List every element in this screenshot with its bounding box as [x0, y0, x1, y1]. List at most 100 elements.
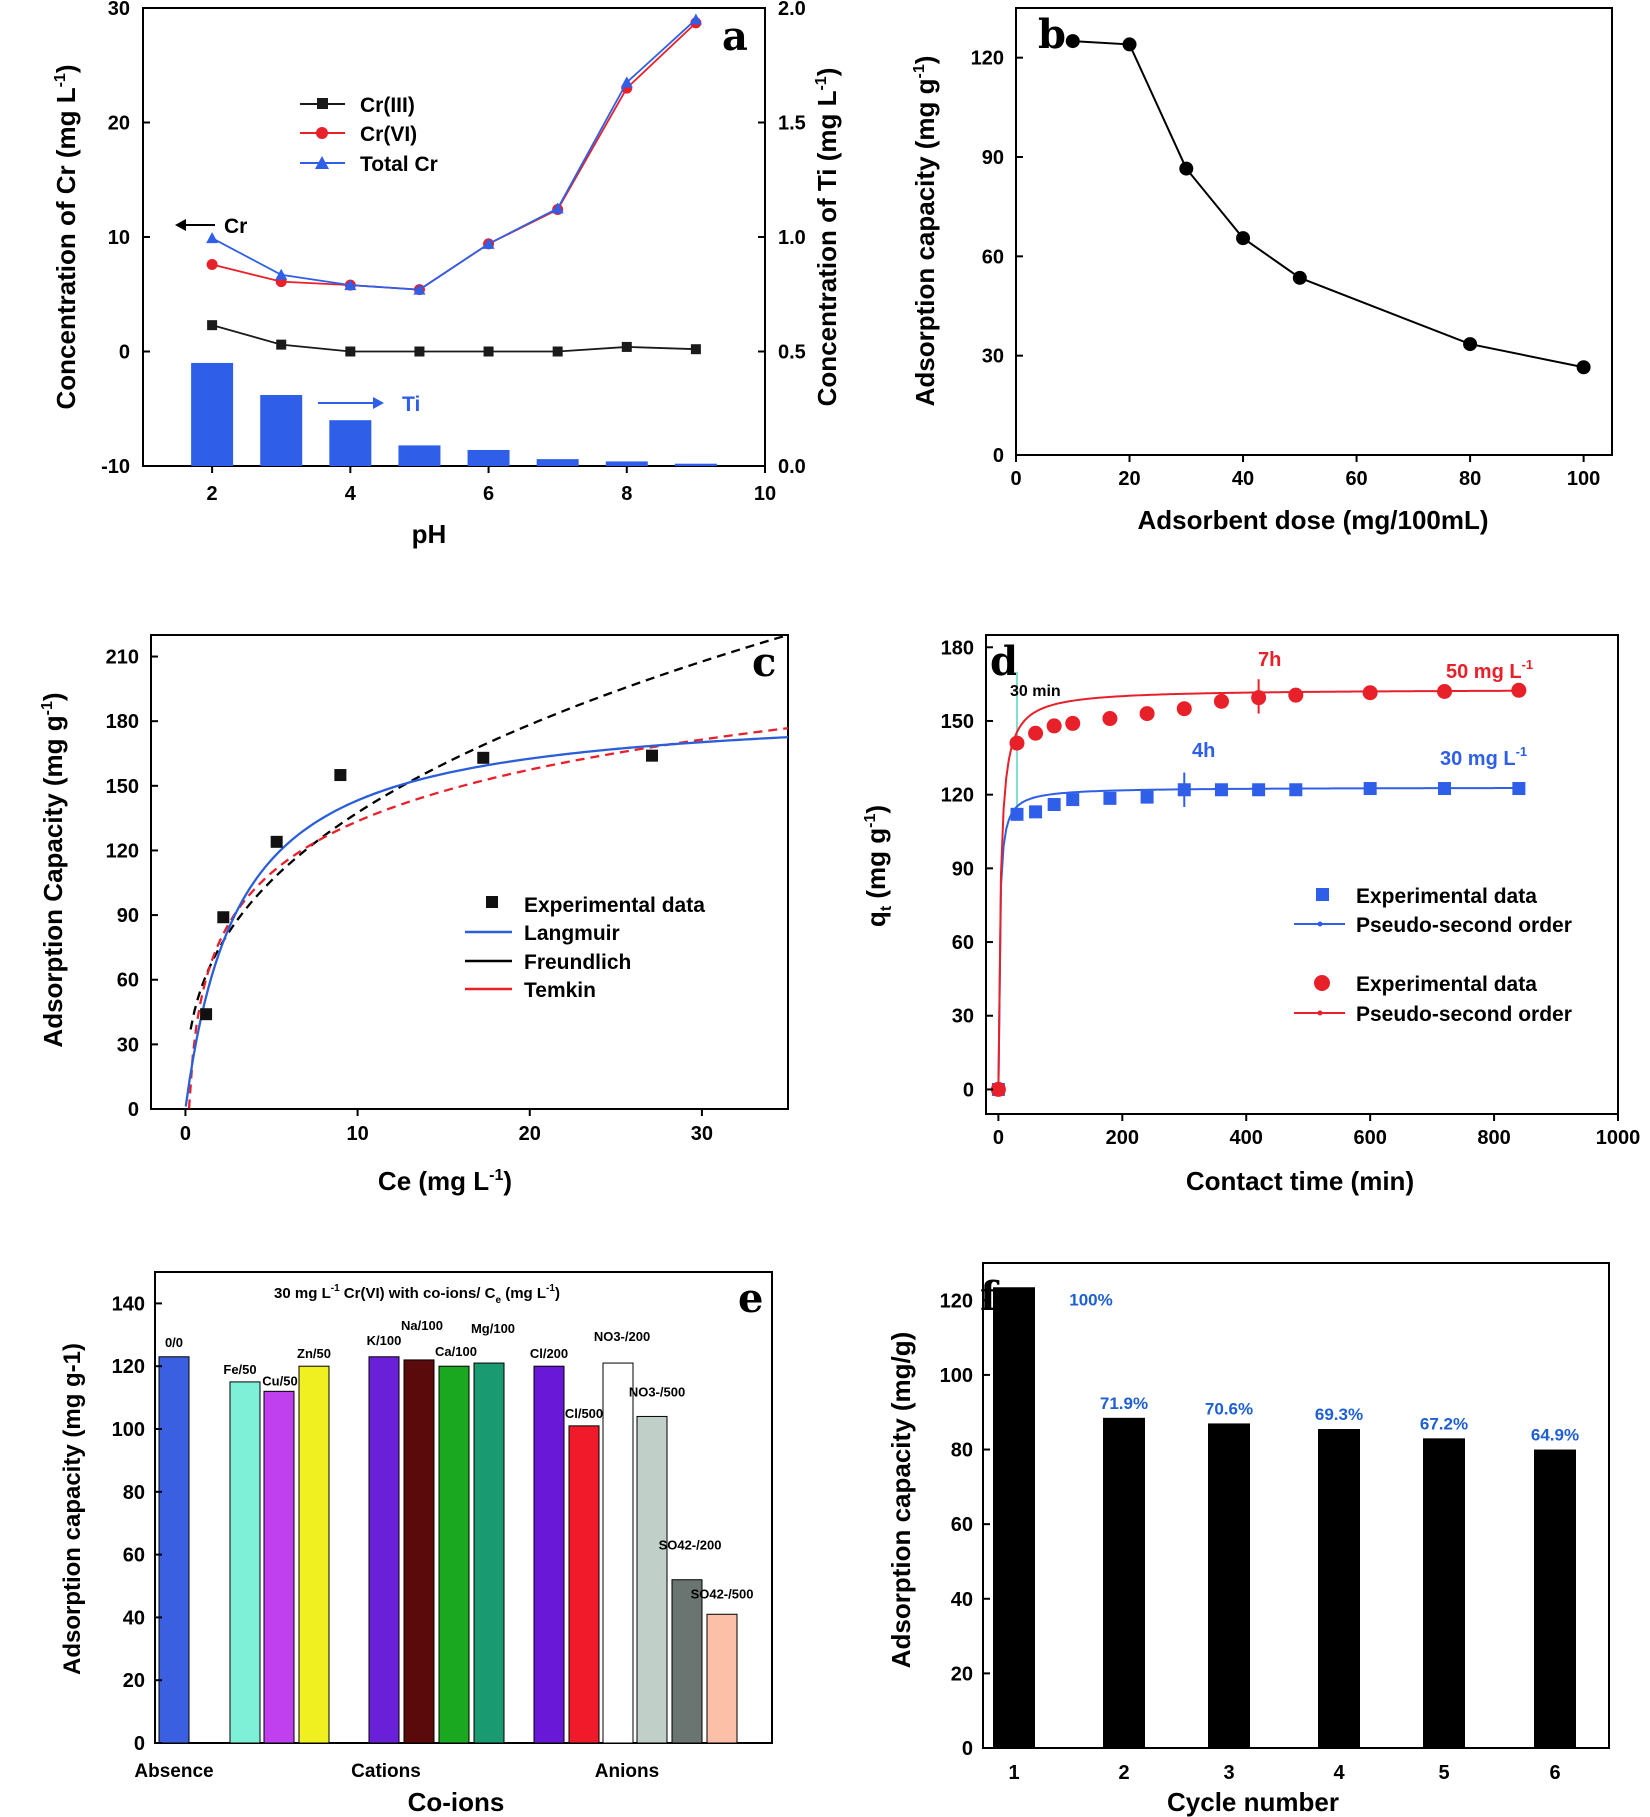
- series-line-cr-iii-: [211, 324, 696, 353]
- co-ion-bar: [636, 1415, 668, 1744]
- b-x-tick-label: 60: [1345, 468, 1367, 490]
- c-x-tick-label: 20: [519, 1123, 541, 1145]
- panel-c-ylabel: Adsorption Capacity (mg g-1): [38, 692, 68, 1047]
- e-y-tick-label: 60: [123, 1545, 145, 1567]
- experimental-point: [200, 1008, 213, 1021]
- cycle-percent-label: 70.6%: [1205, 1399, 1253, 1418]
- panel-f: f Cycle number Adsorption capacity (mg/g…: [886, 1262, 1610, 1817]
- annot-30min: 30 min: [1010, 683, 1061, 700]
- co-ion-bar: [706, 1613, 738, 1744]
- legend-label-temkin: Temkin: [524, 979, 596, 1002]
- f-y-tick-label: 120: [940, 1290, 973, 1312]
- series-point-cr-iii-: [552, 346, 563, 357]
- legend-marker-red-exp: [1314, 975, 1330, 991]
- pseudo-second-order-curve: [997, 787, 1519, 1090]
- e-y-tick-label: 100: [112, 1419, 145, 1441]
- dose-point: [1463, 337, 1478, 352]
- series-point-total-cr: [482, 237, 495, 249]
- panel-d-legend: Experimental data Pseudo-second order Ex…: [1294, 885, 1572, 1026]
- legend-label-blue-fit: Pseudo-second order: [1356, 914, 1572, 937]
- d-x-tick-label: 800: [1477, 1127, 1510, 1149]
- panel-a-ylabel-right: Concentration of Ti (mg L-1): [812, 68, 842, 407]
- ti-bar: [536, 459, 579, 466]
- legend-marker-cr3: [317, 98, 328, 109]
- legend-label-blue-exp: Experimental data: [1356, 885, 1537, 908]
- kinetic-point: [1512, 782, 1526, 796]
- kinetic-point: [1363, 782, 1377, 796]
- series-point-total-cr: [689, 13, 702, 25]
- kinetic-point: [1437, 683, 1453, 699]
- cycle-bar: [1534, 1449, 1576, 1748]
- series-point-total-cr: [206, 232, 219, 244]
- panel-b-frame: [1015, 7, 1613, 456]
- b-x-tick-label: 40: [1232, 468, 1254, 490]
- d-y-tick-label: 120: [941, 785, 974, 807]
- f-y-tick-label: 20: [951, 1663, 973, 1685]
- e-y-tick-label: 20: [123, 1670, 145, 1692]
- co-ion-bar-label: 0/0: [165, 1335, 183, 1350]
- cycle-percent-label: 67.2%: [1420, 1414, 1468, 1433]
- cycle-bar: [993, 1287, 1035, 1748]
- a-yr-tick-label: 1.5: [778, 113, 806, 135]
- b-y-tick-label: 90: [982, 147, 1004, 169]
- kinetic-point: [1010, 807, 1024, 821]
- annot-50mg: 50 mg L-1: [1446, 657, 1533, 683]
- a-y-tick-label: 30: [108, 0, 130, 20]
- b-x-tick-label: 0: [1010, 468, 1021, 490]
- group-label-anions: Anions: [595, 1761, 659, 1782]
- panel-d-frame: [985, 634, 1619, 1115]
- c-y-tick-label: 120: [106, 840, 139, 862]
- panel-d-xlabel: Contact time (min): [1186, 1166, 1414, 1196]
- panel-d-ylabel: qt (mg g-1): [861, 805, 895, 927]
- co-ion-bar-label: Cu/50: [262, 1373, 297, 1388]
- legend-label-total-cr: Total Cr: [360, 153, 438, 176]
- kinetic-point: [1102, 711, 1118, 727]
- annot-4h: 4h: [1192, 740, 1215, 762]
- ti-arrow-annotation: Ti: [318, 393, 420, 416]
- langmuir-curve: [184, 735, 789, 1107]
- kinetic-point: [1511, 682, 1527, 698]
- d-y-tick-label: 0: [963, 1079, 974, 1101]
- cycle-bar: [1103, 1417, 1145, 1748]
- a-y-tick-label: 20: [108, 113, 130, 135]
- co-ion-bar-label: K/100: [367, 1333, 402, 1348]
- ti-bar: [329, 420, 372, 466]
- panel-d-annotations: 30 min 4h 7h 50 mg L-1 30 mg L-1: [1010, 649, 1533, 770]
- panel-e-letter: e: [738, 1275, 763, 1322]
- series-point-total-cr: [413, 283, 426, 295]
- kinetic-point: [1438, 782, 1452, 796]
- d-y-tick-label: 90: [952, 858, 974, 880]
- kinetic-point: [1176, 701, 1192, 717]
- c-y-tick-label: 0: [128, 1099, 139, 1121]
- dose-point: [1122, 37, 1137, 52]
- kinetic-point: [1028, 725, 1044, 741]
- series-point-cr-iii-: [690, 344, 701, 355]
- c-y-tick-label: 150: [106, 776, 139, 798]
- co-ion-bar: [298, 1365, 330, 1744]
- c-y-tick-label: 90: [117, 905, 139, 927]
- co-ion-bar-label: Mg/100: [471, 1321, 515, 1336]
- co-ion-bar-label: NO3-/500: [629, 1384, 685, 1399]
- kinetic-point: [1251, 690, 1267, 706]
- panel-c: c Ce (mg L-1) Adsorption Capacity (mg g-…: [38, 633, 789, 1196]
- b-y-tick-label: 30: [982, 346, 1004, 368]
- co-ion-bar: [368, 1356, 400, 1744]
- co-ion-bar: [263, 1390, 295, 1744]
- experimental-point: [645, 749, 658, 762]
- series-point-total-cr: [344, 279, 357, 291]
- panel-c-legend: Experimental data Langmuir Freundlich Te…: [465, 894, 705, 1002]
- ti-bar: [605, 461, 648, 466]
- kinetic-point: [1047, 797, 1061, 811]
- d-x-tick-label: 0: [993, 1127, 1004, 1149]
- d-y-tick-label: 30: [952, 1006, 974, 1028]
- panel-a-ylabel: Concentration of Cr (mg L-1): [51, 65, 81, 410]
- a-y-tick-label: -10: [101, 456, 130, 478]
- legend-label-cr3: Cr(III): [360, 94, 415, 117]
- d-y-tick-label: 180: [941, 637, 974, 659]
- panel-a-legend: Cr(III) Cr(VI) Total Cr: [300, 94, 438, 176]
- co-ion-bar: [438, 1365, 470, 1744]
- kinetic-point: [990, 1081, 1006, 1097]
- panel-f-xlabel: Cycle number: [1167, 1787, 1339, 1817]
- ti-arrow-label: Ti: [402, 393, 420, 416]
